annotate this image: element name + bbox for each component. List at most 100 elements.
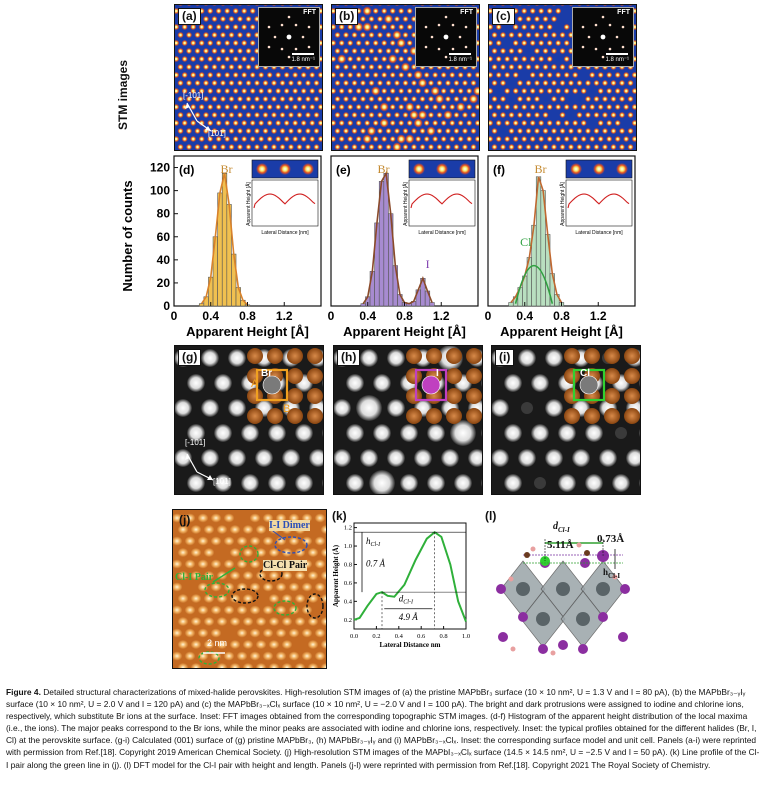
inset-profile (251, 179, 319, 227)
direction-label-g2: [101] (213, 477, 231, 486)
direction-label-g1: [-101] (185, 438, 206, 447)
unit-cell-letter-a: A (251, 378, 259, 390)
histogram-d: 0 0.4 0.8 1.2 0 20 40 60 80 100 120 (d) Br Apparent H… (150, 155, 322, 339)
panel-label-i: (i) (495, 349, 515, 366)
x-tick-label: 0 (328, 309, 335, 323)
line-profile-chart-k: 0.0 0.2 0.4 0.6 0.8 1.0 0.2 0.4 0.6 0.8 1.0 1.2 Late… (332, 522, 470, 649)
inset-xlabel: Lateral Distance [nm] (418, 230, 466, 236)
histogram-f: 0 0.4 0.8 1.2 (f) Br Cl Apparent Height [Å] Late… (485, 155, 636, 339)
inset-profile-line (410, 193, 473, 209)
dft-structure (496, 539, 630, 656)
dft-d-value: 5.11Å (547, 539, 574, 551)
k-y-tick: 0.2 (344, 617, 352, 624)
label-cl-i-pair: Cl-I Pair (175, 572, 214, 583)
inset-ion (570, 163, 582, 175)
x-tick-label: 0.4 (359, 309, 376, 323)
y-tick-label: 40 (157, 253, 171, 267)
line-profile-panel-k: (k) 0.0 0.2 0.4 0.6 0.8 1.0 0.2 0.4 0.6 0.8 1.0 1.2… (332, 509, 472, 667)
cl-fit-curve (514, 265, 554, 304)
calc-panel-g: (g) Br A B [-101] [101] (174, 345, 324, 495)
fft-inset-b: FFT 1.8 nm⁻¹ (415, 7, 477, 67)
x-tick-label: 1.2 (276, 309, 293, 323)
inset-ylabel: Apparent Height [Å] (402, 182, 409, 226)
fft-pattern-c (581, 15, 625, 59)
panel-label: (f) (493, 163, 505, 177)
x-tick-label: 0.8 (396, 309, 413, 323)
y-tick-label: 120 (150, 161, 170, 175)
hist-bar (221, 173, 228, 307)
hist-bar (429, 302, 435, 307)
calc-panel-i: (i) Cl (491, 345, 641, 495)
calc-g-lattice (175, 348, 323, 492)
direction-label-a1: [-101] (183, 91, 204, 100)
inset-xlabel: Lateral Distance [nm] (575, 230, 623, 236)
panel-label-b: (b) (335, 8, 359, 25)
inset-profile-line (567, 193, 630, 209)
k-x-tick: 0.0 (350, 633, 358, 640)
inset-ion (616, 163, 628, 175)
k-y-tick: 1.2 (344, 525, 352, 532)
x-tick-label: 0 (171, 309, 178, 323)
label-cl-cl-pair: Cl-Cl Pair (263, 560, 308, 571)
inset-profile-line (253, 193, 316, 209)
caption-body: Detailed structural characterizations of… (6, 687, 760, 770)
k-x-label: Lateral Distance nm (379, 641, 440, 649)
scale-bar-j: 2 nm (207, 638, 228, 648)
peak2-label: Cl (520, 235, 532, 249)
fft-title-a: FFT (303, 9, 316, 16)
calc-h-lattice (334, 346, 482, 494)
ion-label-h: I (436, 368, 439, 379)
inset-ion (593, 163, 605, 175)
peak2-label: I (426, 257, 430, 271)
inset-ion (436, 163, 448, 175)
direction-arrows-a (185, 102, 212, 132)
figure-caption: Figure 4. Detailed structural characteri… (6, 686, 760, 771)
ion-label-i: Cl (580, 368, 590, 379)
inset-ion (256, 163, 268, 175)
y-tick-label: 80 (157, 207, 171, 221)
k-x-tick: 0.2 (372, 633, 380, 640)
y-tick-label: 20 (157, 276, 171, 290)
inset-xlabel: Lateral Distance [nm] (261, 230, 309, 236)
peak-label: Br (221, 162, 233, 176)
x-tick-label: 0.8 (239, 309, 256, 323)
x-axis-label: Apparent Height [Å] (186, 324, 309, 339)
histogram-e: 0 0.4 0.8 1.2 (e) Br I Apparent Height [Å] Later… (328, 155, 479, 339)
inset-ion (279, 163, 291, 175)
fft-pattern-b (424, 15, 468, 59)
k-d-value: 4.9 Å (399, 612, 419, 622)
y-tick-label: 100 (150, 184, 170, 198)
k-y-label: Apparent Height (Å) (332, 544, 340, 607)
x-tick-label: 0.4 (516, 309, 533, 323)
fit-curve (362, 170, 433, 305)
x-tick-label: 0.4 (202, 309, 219, 323)
x-tick-label: 0 (485, 309, 492, 323)
inset-ylabel: Apparent Height [Å] (245, 182, 252, 226)
direction-arrows-g (185, 453, 214, 481)
k-y-tick: 0.8 (344, 561, 352, 568)
k-x-tick: 1.0 (462, 633, 470, 640)
y-tick-label: 0 (163, 299, 170, 313)
caption-title: Figure 4. (6, 687, 41, 697)
fft-scale-bar-c (606, 53, 628, 55)
x-tick-label: 1.2 (433, 309, 450, 323)
dft-d-label: dCl-I (553, 521, 570, 534)
panel-label-a: (a) (178, 8, 201, 25)
peak-label: Br (535, 162, 547, 176)
calc-i-lattice (492, 348, 640, 492)
inset-profile (565, 179, 633, 227)
label-i-i-dimer: I-I Dimer (269, 520, 310, 531)
fft-pattern-a (267, 15, 311, 59)
k-y-tick: 1.0 (344, 543, 352, 550)
panel-label: (e) (336, 163, 351, 177)
ion-label-g: Br (261, 368, 273, 379)
inset-ion (302, 163, 314, 175)
fft-scale-c: 1.8 nm⁻¹ (605, 57, 629, 63)
stm-j-annotations (198, 527, 324, 665)
panel-label-j: (j) (179, 513, 191, 527)
fft-inset-c: FFT 1.8 nm⁻¹ (572, 7, 634, 67)
fft-scale-a: 1.8 nm⁻¹ (291, 57, 315, 63)
histogram-charts: 0 0.4 0.8 1.2 0 20 40 60 80 100 120 (d) Br Apparent H… (120, 155, 636, 339)
k-x-tick: 0.4 (395, 633, 404, 640)
x-axis-label: Apparent Height [Å] (343, 324, 466, 339)
